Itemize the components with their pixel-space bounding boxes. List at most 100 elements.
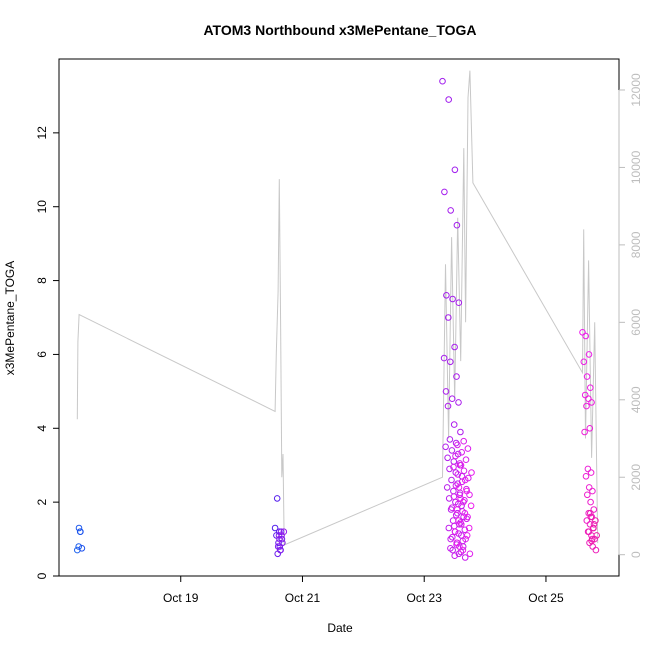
data-point [459,546,467,554]
data-point [276,535,283,543]
y-tick-label: 8 [35,277,49,284]
y2-axis: 0 2000 4000 6000 8000 10000 12000 [618,73,643,558]
y-tick-label: 12 [35,126,49,140]
data-point [458,449,466,456]
x-axis: Oct 19 Oct 21 Oct 23 Oct 25 [163,575,564,605]
data-point [462,456,470,464]
data-point [457,461,465,469]
data-point [461,476,469,484]
data-point [592,546,600,554]
y-tick-label: 10 [35,200,49,214]
data-point [457,428,464,436]
y2-tick-label: 0 [629,551,643,558]
data-point [280,528,288,536]
y-tick-label: 0 [35,572,49,579]
data-point [457,495,464,502]
data-point [468,469,475,476]
data-point [453,221,461,229]
data-point [460,437,468,445]
data-point [439,77,446,85]
data-point [277,528,285,536]
data-point [443,484,451,491]
data-point [443,292,450,299]
data-point [452,439,460,447]
y-axis-label: x3MePentane_TOGA [3,261,17,376]
y2-tick-label: 6000 [629,309,643,336]
y-tick-label: 4 [35,425,49,432]
data-point [582,332,590,340]
y2-tick-label: 10000 [629,150,643,184]
data-point [440,354,448,362]
data-point [587,513,595,521]
data-point [447,535,455,543]
y2-tick-label: 4000 [629,386,643,413]
y2-tick-label: 2000 [629,464,643,491]
data-point [466,550,474,558]
data-point [584,491,591,499]
data-point [464,445,472,452]
data-point [463,487,471,495]
data-point [446,436,454,443]
data-point [455,550,463,558]
data-point [275,539,282,547]
data-point [451,343,458,351]
data-point [445,314,452,321]
points-layer [74,77,601,561]
data-point [448,476,455,484]
data-point [460,467,468,475]
data-point [586,425,594,432]
data-point [442,443,449,451]
data-point [585,351,593,358]
data-point [462,535,469,543]
data-point [593,532,601,539]
data-point [454,471,462,478]
data-point [583,373,591,380]
data-point [450,463,457,471]
data-point [587,469,595,476]
data-point [461,554,469,561]
x-axis-label: Date [327,621,353,635]
data-point [453,373,460,380]
data-point [450,493,458,500]
data-point [452,452,459,460]
data-point [455,299,463,307]
data-point [445,96,453,103]
data-point [588,537,595,545]
data-point [442,388,450,395]
data-point [445,524,453,532]
data-point [75,543,82,550]
data-point [453,539,461,547]
data-point [444,454,451,462]
y-tick-label: 2 [35,498,49,505]
data-point [78,545,86,552]
data-point [77,528,84,536]
y2-tick-label: 12000 [629,73,643,107]
data-point [587,384,594,392]
data-point [275,532,283,539]
data-point [461,509,469,517]
y-tick-label: 6 [35,351,49,358]
data-point [583,517,591,524]
data-point [584,465,592,473]
data-point [441,188,448,196]
data-point [271,524,279,532]
data-point [580,358,588,366]
data-point [75,524,83,532]
data-point [579,329,586,336]
data-point [449,533,456,541]
data-point [273,495,281,502]
data-point [585,395,592,403]
x-tick-label: Oct 23 [407,591,443,605]
data-point [455,484,463,491]
data-point [277,546,284,554]
data-point [590,521,598,528]
data-point [447,207,455,214]
data-point [583,402,590,410]
data-point [587,498,594,506]
data-point [444,402,452,410]
chart-title: ATOM3 Northbound x3MePentane_TOGA [203,22,476,38]
data-point [448,395,456,403]
data-point [446,465,453,473]
data-point [448,447,456,454]
